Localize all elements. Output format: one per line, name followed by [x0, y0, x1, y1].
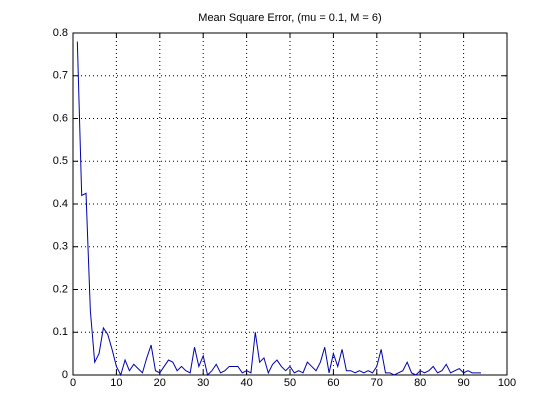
y-tick-label: 0.4	[53, 198, 68, 210]
y-tick-label: 0.2	[53, 283, 68, 295]
y-tick-label: 0	[62, 369, 68, 381]
plot-frame	[72, 32, 508, 376]
x-tick-label: 0	[70, 377, 76, 389]
x-tick-label: 100	[498, 377, 516, 389]
x-tick-label: 50	[284, 377, 296, 389]
y-tick-label: 0.1	[53, 326, 68, 338]
x-tick-label: 20	[154, 377, 166, 389]
y-tick-label: 0.8	[53, 27, 68, 39]
chart-title: Mean Square Error, (mu = 0.1, M = 6)	[198, 12, 381, 24]
x-tick-label: 10	[110, 377, 122, 389]
x-tick-label: 70	[371, 377, 383, 389]
x-tick-label: 60	[327, 377, 339, 389]
y-tick-label: 0.3	[53, 241, 68, 253]
x-tick-label: 80	[414, 377, 426, 389]
x-tick-label: 40	[240, 377, 252, 389]
y-tick-label: 0.7	[53, 70, 68, 82]
x-tick-label: 90	[457, 377, 469, 389]
y-tick-label: 0.5	[53, 155, 68, 167]
data-line	[76, 41, 481, 377]
y-tick-label: 0.6	[53, 112, 68, 124]
x-tick-label: 30	[197, 377, 209, 389]
